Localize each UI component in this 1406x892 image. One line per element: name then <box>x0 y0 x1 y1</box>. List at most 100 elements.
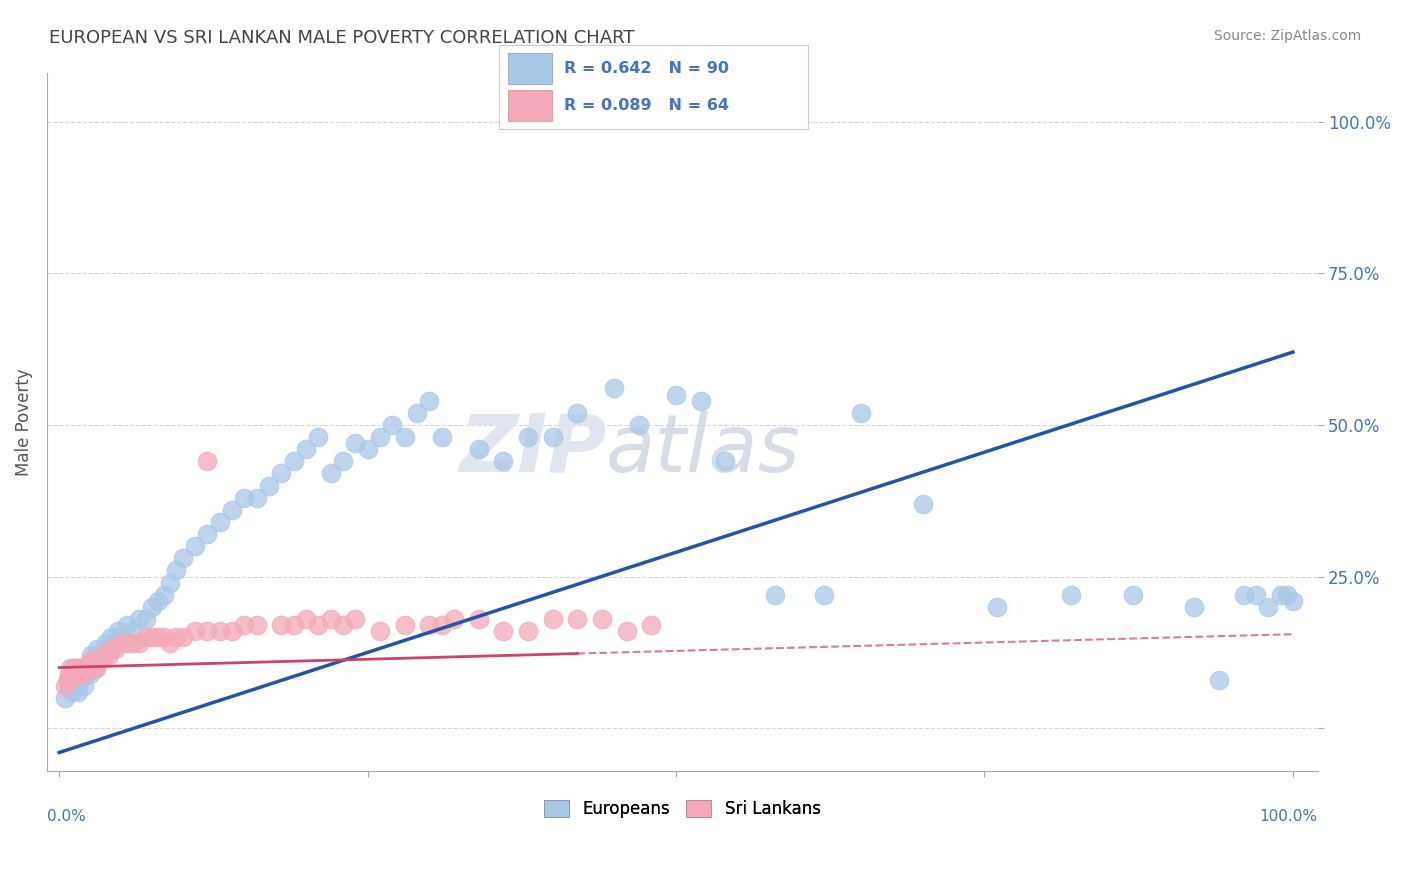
Point <box>86 642 108 657</box>
Point <box>128 636 150 650</box>
Point <box>100 630 122 644</box>
Point <box>165 630 187 644</box>
Point <box>1060 588 1083 602</box>
Point <box>115 618 138 632</box>
Point <box>80 648 103 663</box>
Point <box>69 673 91 687</box>
Point <box>172 551 194 566</box>
Point <box>159 575 181 590</box>
Point <box>159 636 181 650</box>
Point <box>63 666 86 681</box>
Point <box>430 618 453 632</box>
Point <box>517 624 540 639</box>
Point <box>221 503 243 517</box>
Point <box>295 612 318 626</box>
Point <box>65 666 87 681</box>
Point <box>319 467 342 481</box>
Point <box>67 660 90 674</box>
Point <box>628 417 651 432</box>
Point <box>849 406 872 420</box>
Point <box>70 666 93 681</box>
Point <box>65 679 87 693</box>
Point <box>1182 599 1205 614</box>
Point <box>146 594 169 608</box>
FancyBboxPatch shape <box>509 54 551 84</box>
Point <box>84 660 107 674</box>
Point <box>73 666 96 681</box>
Point <box>714 454 737 468</box>
Point <box>66 660 89 674</box>
Legend: Europeans, Sri Lankans: Europeans, Sri Lankans <box>537 794 827 825</box>
Point <box>467 612 489 626</box>
Point <box>62 660 84 674</box>
Point <box>122 636 145 650</box>
Point <box>76 660 98 674</box>
Point <box>689 393 711 408</box>
Point <box>60 685 83 699</box>
Point <box>91 648 114 663</box>
Point <box>91 648 114 663</box>
Point <box>307 430 329 444</box>
Point <box>591 612 613 626</box>
Point <box>517 430 540 444</box>
Point <box>270 467 292 481</box>
Point <box>104 636 127 650</box>
Point <box>97 648 120 663</box>
Point <box>911 497 934 511</box>
Point <box>1282 594 1305 608</box>
Point <box>665 387 688 401</box>
Point <box>59 673 82 687</box>
Point <box>135 630 157 644</box>
Point <box>1244 588 1267 602</box>
Point <box>208 515 231 529</box>
Point <box>492 624 515 639</box>
Point <box>195 454 218 468</box>
Point <box>332 454 354 468</box>
Point <box>165 564 187 578</box>
Point <box>344 612 367 626</box>
Point <box>135 612 157 626</box>
Point <box>75 660 97 674</box>
Point <box>97 642 120 657</box>
Point <box>66 685 89 699</box>
Point <box>122 624 145 639</box>
Point <box>73 679 96 693</box>
Point <box>65 660 87 674</box>
Point <box>356 442 378 457</box>
Point <box>368 624 391 639</box>
Point <box>640 618 662 632</box>
Point <box>107 624 129 639</box>
Point <box>541 430 564 444</box>
Point <box>246 618 269 632</box>
Point <box>603 382 626 396</box>
Point <box>172 630 194 644</box>
Point <box>141 630 163 644</box>
Point <box>76 660 98 674</box>
Point <box>381 417 404 432</box>
Text: 0.0%: 0.0% <box>46 809 86 824</box>
Point <box>79 666 101 681</box>
Point <box>87 648 110 663</box>
Point <box>56 673 79 687</box>
Point <box>58 666 80 681</box>
Point <box>492 454 515 468</box>
Point <box>184 624 207 639</box>
Point <box>60 666 83 681</box>
Point <box>394 618 416 632</box>
Point <box>418 618 440 632</box>
Point <box>233 491 256 505</box>
Point <box>153 630 176 644</box>
Point <box>94 648 117 663</box>
Y-axis label: Male Poverty: Male Poverty <box>15 368 32 475</box>
Point <box>1275 588 1298 602</box>
Point <box>986 599 1008 614</box>
Point <box>83 655 105 669</box>
Point <box>66 666 89 681</box>
Point <box>1208 673 1230 687</box>
Point <box>75 666 97 681</box>
Point <box>72 666 94 681</box>
Point <box>257 478 280 492</box>
Point <box>59 660 82 674</box>
Point <box>69 660 91 674</box>
Point <box>394 430 416 444</box>
